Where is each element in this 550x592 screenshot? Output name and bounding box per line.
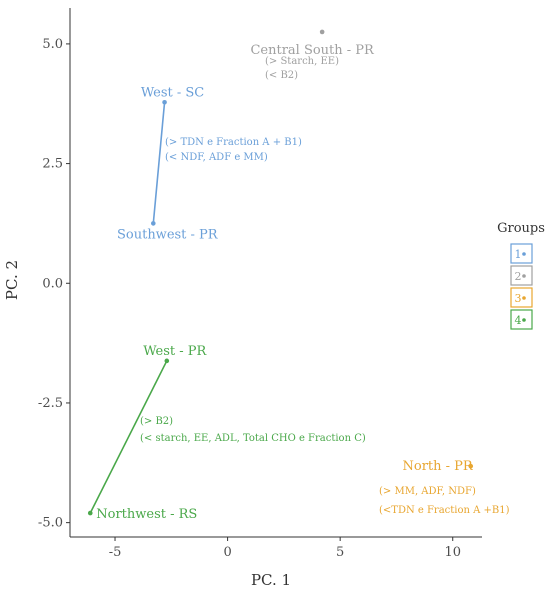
point-labels: Central South - PR West - SC Southwest - P…: [96, 43, 474, 522]
point-label: Southwest - PR: [117, 227, 219, 242]
annotation-text: (> B2): [140, 416, 173, 427]
legend: Groups 1 2 3 4: [497, 221, 545, 330]
data-point: [162, 100, 167, 105]
annotation-text: (> Starch, EE): [265, 56, 339, 67]
connector-lines: [89, 102, 168, 514]
data-point: [87, 510, 93, 516]
data-point: [151, 221, 156, 226]
point-label: West - PR: [143, 344, 207, 359]
connector-line-group-1: [152, 102, 166, 224]
data-point: [319, 29, 325, 35]
x-tick-label: 5: [336, 545, 344, 560]
legend-key-box: [510, 243, 533, 264]
legend-key-box: [510, 309, 533, 330]
y-axis-title: PC. 2: [3, 260, 21, 300]
legend-key-label: 2: [515, 270, 522, 283]
legend-key-dot: [522, 296, 526, 300]
legend-key-label: 3: [515, 292, 522, 305]
annotation-text: (> MM, ADF, NDF): [379, 486, 476, 497]
annotation-text: (> TDN e Fraction A + B1): [165, 137, 302, 148]
legend-key-box: [510, 287, 533, 308]
point-label: Northwest - RS: [96, 507, 197, 522]
y-tick-label: -5.0: [38, 516, 63, 531]
annotations: (> Starch, EE) (< B2) (> TDN e Fraction A …: [140, 56, 510, 516]
legend-key-box: [510, 265, 533, 286]
annotation-text: (< starch, EE, ADL, Total CHO e Fraction…: [140, 433, 366, 444]
x-axis-ticks: -5 0 5 10: [109, 537, 461, 560]
y-tick-label: 2.5: [42, 157, 63, 172]
y-axis-ticks: 5.0 2.5 0.0 -2.5 -5.0: [38, 37, 70, 531]
point-label: West - SC: [141, 85, 204, 100]
x-tick-label: -5: [109, 545, 122, 560]
annotation-text: (< NDF, ADF e MM): [165, 152, 268, 163]
annotation-text: (<TDN e Fraction A +B1): [379, 505, 510, 516]
legend-key-label: 1: [515, 248, 522, 261]
legend-key-dot: [522, 252, 526, 256]
x-tick-label: 0: [223, 545, 231, 560]
connector-line-group-4: [89, 360, 168, 514]
x-axis-title: PC. 1: [251, 571, 291, 589]
point-label: Central South - PR: [250, 43, 375, 58]
y-tick-label: 0.0: [42, 276, 63, 291]
point-label: North - PR: [403, 459, 474, 474]
data-point: [468, 463, 474, 469]
legend-key-dot: [522, 318, 526, 322]
legend-key-dot: [522, 274, 526, 278]
legend-title: Groups: [497, 221, 545, 236]
annotation-text: (< B2): [265, 70, 298, 81]
data-point: [164, 358, 170, 364]
y-tick-label: -2.5: [38, 396, 63, 411]
legend-key-label: 4: [515, 314, 522, 327]
y-tick-label: 5.0: [42, 37, 63, 52]
x-tick-label: 10: [444, 545, 461, 560]
data-points: [87, 29, 474, 516]
